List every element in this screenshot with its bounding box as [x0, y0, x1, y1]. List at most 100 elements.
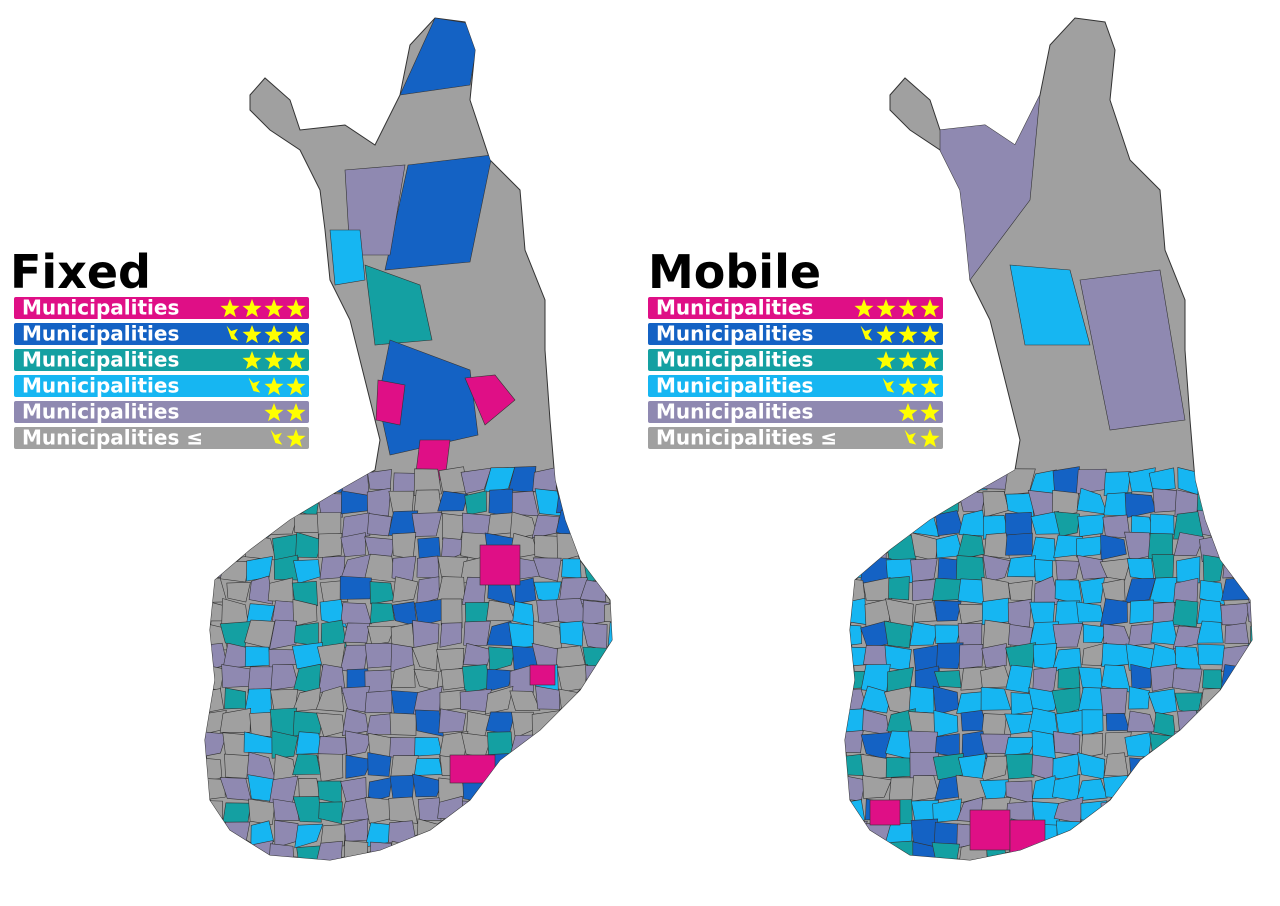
legend-label: Municipalities ≤ [22, 426, 203, 450]
municipality [1171, 599, 1199, 628]
municipality [1009, 819, 1046, 860]
municipality [1075, 841, 1106, 860]
municipality [909, 491, 939, 515]
municipality [1247, 536, 1252, 562]
star [920, 351, 940, 370]
municipality [364, 863, 395, 891]
municipality [535, 752, 562, 781]
star [286, 377, 306, 396]
municipality [885, 757, 913, 778]
municipality [605, 866, 633, 891]
legend-label: Municipalities [656, 322, 813, 346]
municipality [413, 468, 442, 496]
municipality [604, 730, 612, 761]
municipality [529, 664, 556, 686]
municipality [603, 468, 612, 496]
legend: MunicipalitiesMunicipalitiesMunicipaliti… [14, 296, 309, 450]
municipality [1176, 556, 1201, 584]
municipality [580, 466, 612, 490]
municipality [931, 842, 960, 860]
municipality [556, 664, 588, 693]
municipality [205, 731, 227, 758]
municipality [486, 668, 514, 693]
legend-swatch [14, 349, 309, 371]
municipality [556, 533, 586, 562]
municipality [980, 755, 1009, 782]
municipality [320, 863, 346, 889]
municipality [556, 778, 584, 801]
municipality [220, 821, 251, 848]
municipality [436, 648, 465, 673]
municipality [1125, 796, 1155, 826]
municipality [562, 712, 589, 733]
municipality [1196, 599, 1224, 625]
municipality [934, 865, 962, 886]
municipality [415, 864, 442, 889]
municipality [1051, 489, 1079, 518]
star [876, 299, 896, 318]
municipality [1245, 643, 1252, 667]
star-rating [898, 403, 940, 422]
municipality [294, 622, 319, 647]
municipality [1054, 600, 1084, 627]
municipality [485, 822, 516, 843]
municipality [1243, 513, 1252, 535]
municipality [272, 490, 297, 519]
municipality [863, 843, 891, 860]
municipality [1202, 669, 1223, 690]
municipality [1199, 688, 1221, 716]
municipality [1199, 840, 1226, 860]
municipality [981, 576, 1011, 603]
municipality [484, 685, 514, 715]
municipality [367, 752, 392, 777]
municipality [412, 773, 443, 798]
municipality [909, 621, 939, 646]
municipality [367, 626, 396, 645]
municipality [1245, 553, 1252, 581]
municipality [1008, 580, 1033, 602]
municipality [343, 622, 370, 644]
municipality [845, 534, 866, 562]
municipality [1079, 819, 1108, 845]
municipality [580, 817, 610, 848]
municipality [535, 821, 563, 846]
municipality [934, 624, 962, 644]
municipality [205, 842, 225, 860]
municipality [1223, 757, 1249, 780]
municipality [556, 488, 588, 514]
municipality [413, 758, 443, 776]
star [920, 325, 940, 344]
municipality [1220, 602, 1251, 626]
municipality [247, 862, 275, 889]
municipality [1172, 820, 1197, 848]
municipality [483, 776, 510, 800]
municipality [248, 798, 276, 825]
municipality [226, 509, 252, 541]
municipality [889, 492, 916, 514]
municipality [298, 778, 321, 798]
legend-label: Municipalities [22, 400, 179, 424]
municipality [864, 597, 892, 628]
municipality [291, 581, 318, 607]
municipality [1225, 531, 1251, 559]
legend-label: Municipalities [656, 348, 813, 372]
municipality [1126, 558, 1155, 581]
municipality [845, 841, 868, 860]
municipality [1128, 467, 1156, 493]
municipality [861, 511, 893, 539]
municipality [607, 820, 612, 849]
municipality [1173, 775, 1200, 804]
municipality [1103, 752, 1129, 777]
municipality [439, 622, 463, 648]
municipality [292, 796, 322, 823]
municipality [1220, 685, 1248, 714]
municipality [1195, 818, 1225, 844]
municipality [605, 642, 612, 672]
municipality [860, 685, 892, 714]
legend-swatch [648, 375, 943, 397]
municipality [1124, 577, 1156, 604]
municipality [605, 797, 612, 825]
municipality [1005, 664, 1034, 694]
star [898, 403, 918, 422]
municipality [205, 777, 226, 801]
